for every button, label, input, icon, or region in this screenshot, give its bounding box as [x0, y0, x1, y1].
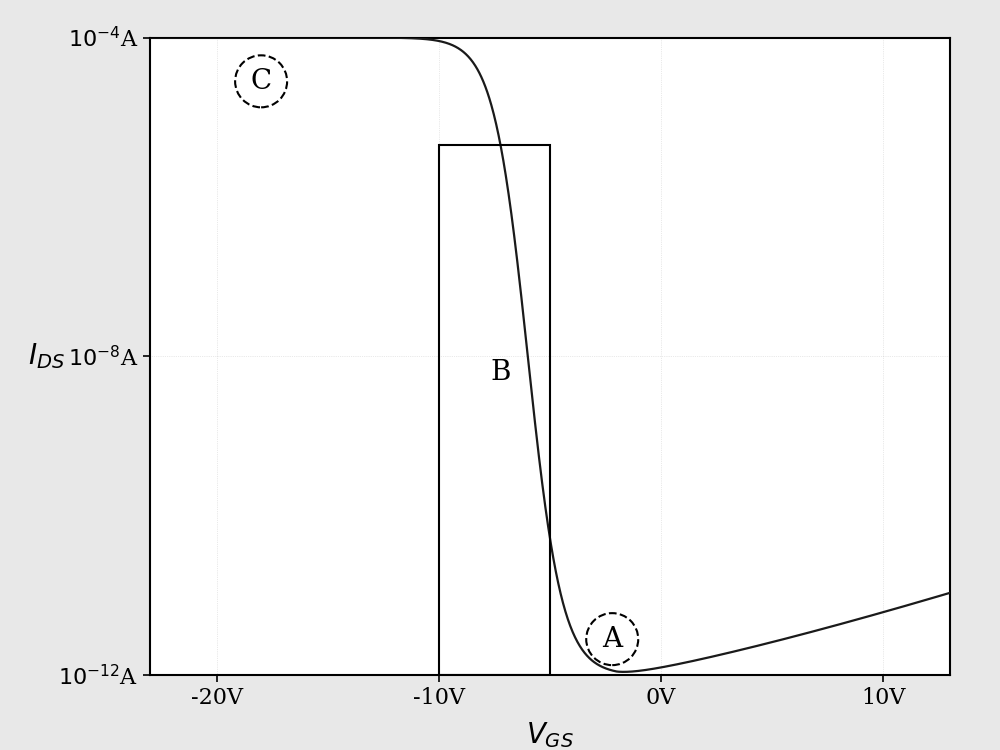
Text: C: C: [251, 68, 272, 94]
Bar: [439, 145, 550, 675]
Text: B: B: [491, 358, 511, 386]
X-axis label: $V_{GS}$: $V_{GS}$: [526, 720, 574, 750]
Text: A: A: [602, 626, 622, 652]
Y-axis label: $I_{DS}$: $I_{DS}$: [28, 341, 64, 371]
